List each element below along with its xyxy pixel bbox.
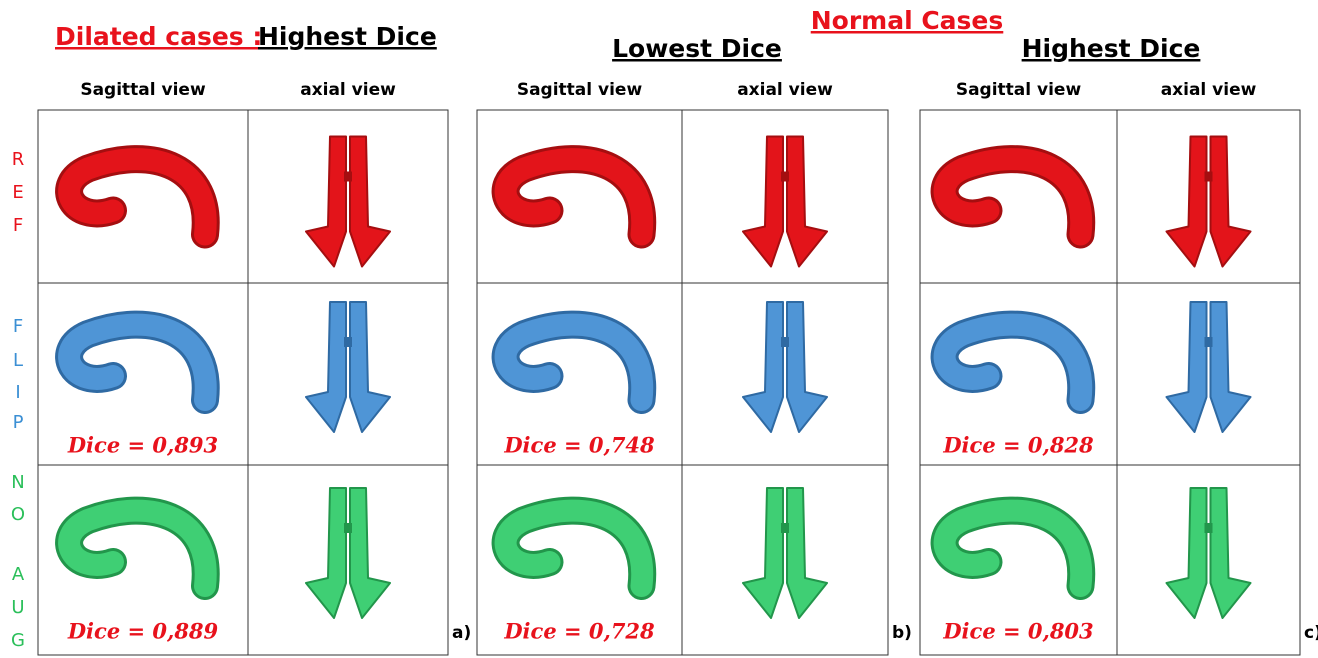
axial-shape [306,302,346,432]
axial-shape [1211,488,1251,618]
axial-shape [787,302,827,432]
dice-score: Dice = 0,748 [503,433,655,458]
axial-shape [1167,488,1207,618]
panel-title: Highest Dice [1022,34,1201,63]
panel-title: Lowest Dice [612,34,782,63]
axial-shape [306,137,346,267]
axial-bridge [781,337,789,347]
row-label-letter: F [13,215,23,236]
column-header: Sagittal view [956,80,1082,100]
axial-bridge [781,523,789,533]
axial-shape [743,302,783,432]
page: Dilated cases : Normal Cases REFFLIPNOAU… [0,0,1318,658]
axial-bridge [344,337,352,347]
axial-shape [1167,302,1207,432]
group-title: Normal Cases [811,6,1004,35]
row-label-letter: O [11,504,25,525]
dice-score: Dice = 0,728 [503,619,655,644]
axial-bridge [344,172,352,182]
axial-shape [1167,137,1207,267]
axial-shape [787,488,827,618]
row-label-letter: P [13,412,24,433]
axial-shape [350,488,390,618]
dice-score: Dice = 0,893 [67,433,218,458]
panel-label: c) [1304,623,1318,643]
axial-shape [743,488,783,618]
axial-bridge [781,172,789,182]
column-header: Sagittal view [517,80,643,100]
dice-score: Dice = 0,803 [942,619,1093,644]
figure: Dilated cases : Normal Cases REFFLIPNOAU… [0,0,1318,658]
column-header: Sagittal view [80,80,206,100]
axial-bridge [1205,172,1213,182]
column-header: axial view [737,80,833,100]
axial-shape [787,137,827,267]
column-header: axial view [1161,80,1257,100]
axial-shape [743,137,783,267]
row-label-letter: U [11,597,24,618]
axial-bridge [344,523,352,533]
row-label-letter: G [11,630,25,651]
axial-shape [306,488,346,618]
row-label-letter: I [15,382,20,403]
row-label-letter: R [12,149,25,170]
dice-score: Dice = 0,828 [942,433,1094,458]
dice-score: Dice = 0,889 [67,619,219,644]
axial-shape [1211,302,1251,432]
row-label-letter: F [13,316,23,337]
group-title: Dilated cases : [55,22,262,51]
row-label-letter: A [12,564,25,585]
column-header: axial view [300,80,396,100]
axial-bridge [1205,523,1213,533]
panel-label: a) [452,623,471,643]
axial-shape [1211,137,1251,267]
axial-shape [350,302,390,432]
row-label-letter: L [13,350,23,371]
row-label-letter: N [11,472,24,493]
panel-label: b) [892,623,912,643]
row-label-letter: E [12,182,23,203]
axial-bridge [1205,337,1213,347]
axial-shape [350,137,390,267]
panel-title: Highest Dice [258,22,437,51]
